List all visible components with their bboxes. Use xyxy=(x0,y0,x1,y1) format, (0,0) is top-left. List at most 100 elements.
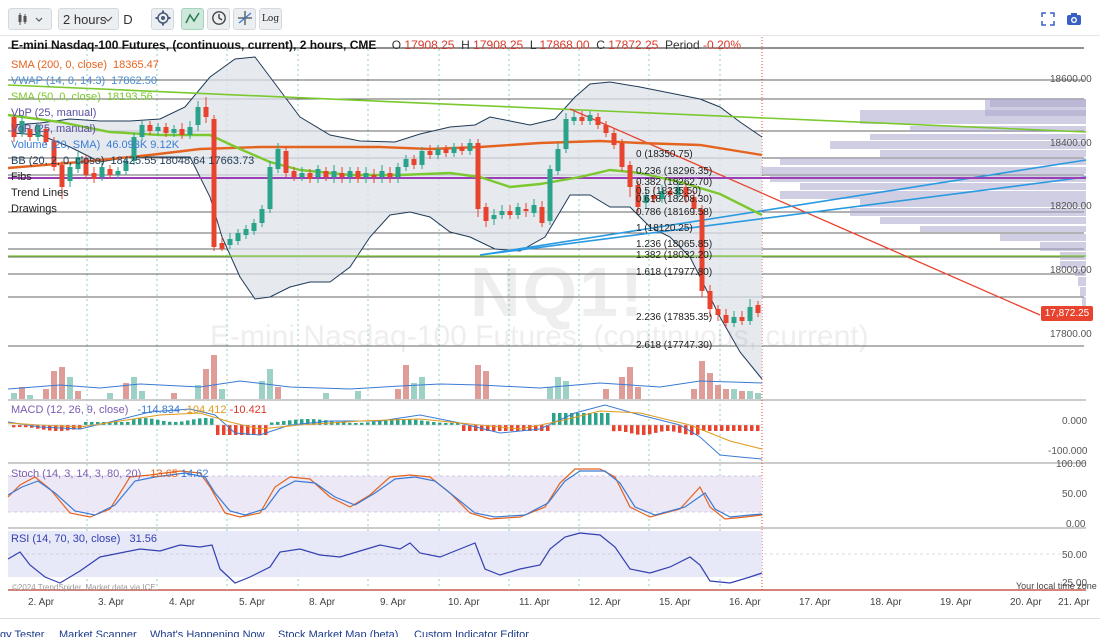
candle-body xyxy=(499,211,505,215)
tab-stock-market-map[interactable]: Stock Market Map (beta) xyxy=(278,629,399,637)
volume-profile-bar xyxy=(1060,261,1086,268)
candle-body xyxy=(339,173,345,177)
candle-body xyxy=(219,243,225,249)
time-axis-label: 3. Apr xyxy=(98,597,125,608)
chart-area[interactable]: E-mini Nasdaq-100 Futures, (continuous, … xyxy=(0,37,1100,617)
macd-histogram-bar xyxy=(672,425,676,432)
time-axis-label: 9. Apr xyxy=(380,597,407,608)
fullscreen-icon xyxy=(1041,12,1055,30)
fib-level-label: 0.786 (18169.58) xyxy=(636,207,713,218)
macd-histogram-bar xyxy=(282,421,286,425)
macd-histogram-bar xyxy=(258,425,262,435)
candle-body xyxy=(523,209,529,211)
chart-type-selector[interactable] xyxy=(8,8,52,30)
chart-canvas[interactable] xyxy=(0,37,1100,617)
volume-bar xyxy=(11,393,17,399)
drawing-button[interactable] xyxy=(233,8,256,30)
candle-body xyxy=(35,125,41,137)
candle-body xyxy=(563,119,569,149)
legend-item[interactable]: Drawings xyxy=(11,203,57,215)
candle-body xyxy=(315,169,321,177)
legend-item[interactable]: Volume (20, SMA) 46.093K 9.12K xyxy=(11,139,180,151)
time-axis-label: 16. Apr xyxy=(729,597,761,608)
settings-button[interactable] xyxy=(151,8,174,30)
macd-histogram-bar xyxy=(414,419,418,425)
volume-bar xyxy=(603,389,609,399)
trend-line-green xyxy=(7,84,1087,133)
macd-histogram-bar xyxy=(648,425,652,435)
macd-histogram-bar xyxy=(660,425,664,432)
indicators-button[interactable] xyxy=(181,8,204,30)
tab-market-scanner[interactable]: Market Scanner xyxy=(59,629,137,637)
volume-profile-bar xyxy=(860,110,1086,124)
candle-body xyxy=(195,107,201,125)
time-axis-label: 19. Apr xyxy=(940,597,972,608)
candle-body xyxy=(291,171,297,177)
macd-histogram-bar xyxy=(342,422,346,425)
tab-whats-happening[interactable]: What's Happening Now xyxy=(150,629,265,637)
candle-body xyxy=(107,169,113,175)
macd-histogram-bar xyxy=(336,421,340,425)
candle-body xyxy=(179,129,185,135)
macd-histogram-bar xyxy=(750,425,754,431)
candle-body xyxy=(275,149,281,169)
macd-histogram-bar xyxy=(492,425,496,431)
macd-histogram-bar xyxy=(444,422,448,425)
legend-item[interactable]: BB (20, 2, 0, close) 18425.55 18048.64 17… xyxy=(11,155,255,167)
sma50-line xyxy=(7,113,763,217)
candle-body xyxy=(691,197,697,209)
legend-item[interactable]: VoP (25, manual) xyxy=(11,123,96,135)
time-axis-label: 11. Apr xyxy=(519,597,550,608)
candle-body xyxy=(51,141,57,167)
macd-histogram-bar xyxy=(354,422,358,425)
candle-body xyxy=(379,171,385,177)
volume-bar xyxy=(627,367,633,399)
volume-bar xyxy=(59,367,65,399)
candle-body xyxy=(235,233,241,241)
candle-body xyxy=(147,125,153,131)
legend-item[interactable]: Trend Lines xyxy=(11,187,69,199)
macd-histogram-bar xyxy=(210,418,214,425)
time-axis-label: 2. Apr xyxy=(28,597,55,608)
macd-histogram-bar xyxy=(234,425,238,435)
macd-histogram-bar xyxy=(90,422,94,425)
macd-histogram-bar xyxy=(726,425,730,431)
candle-body xyxy=(115,171,121,175)
candle-body xyxy=(419,151,425,165)
macd-histogram-bar xyxy=(108,422,112,425)
chart-toolbar: 2 hours D Log xyxy=(0,0,1100,36)
candle-body xyxy=(131,137,137,161)
timezone-label[interactable]: Your local time zone xyxy=(1016,581,1097,591)
macd-histogram-bar xyxy=(306,419,310,425)
candle-body xyxy=(427,151,433,155)
tab-strategy-tester[interactable]: gy Tester xyxy=(0,629,45,637)
candle-body xyxy=(251,223,257,231)
legend-item[interactable]: SMA (50, 0, close) 18193.56 xyxy=(11,91,153,103)
fullscreen-button[interactable] xyxy=(1041,12,1055,31)
camera-icon xyxy=(1066,13,1082,30)
time-button[interactable] xyxy=(207,8,230,30)
screenshot-button[interactable] xyxy=(1066,12,1082,31)
volume-profile-bar xyxy=(830,141,1086,149)
legend-item[interactable]: VWAP (14, 0, 14.3) 17862.50 xyxy=(11,75,158,87)
macd-histogram-bar xyxy=(12,425,16,428)
time-axis-label: 21. Apr xyxy=(1058,597,1090,608)
fib-level-label: 0 (18350.75) xyxy=(636,149,693,160)
candle-body xyxy=(171,129,177,133)
interval-selector[interactable]: 2 hours xyxy=(58,8,119,30)
legend-item[interactable]: Fibs xyxy=(11,171,32,183)
candle-body xyxy=(443,149,449,153)
bottom-tab-bar: gy Tester Market Scanner What's Happenin… xyxy=(0,618,1100,637)
legend-item[interactable]: VbP (25, manual) xyxy=(11,107,97,119)
legend-item[interactable]: SMA (200, 0, close) 18365.47 xyxy=(11,59,159,71)
macd-histogram-bar xyxy=(402,419,406,425)
time-axis-label: 12. Apr xyxy=(589,597,621,608)
log-scale-button[interactable]: Log xyxy=(259,8,282,30)
macd-histogram-bar xyxy=(720,425,724,431)
fib-level-label: 0.5 (18235.50) xyxy=(636,186,702,197)
tab-custom-indicator-editor[interactable]: Custom Indicator Editor xyxy=(414,629,529,637)
volume-profile-bar xyxy=(1075,269,1086,276)
volume-profile-bar xyxy=(1040,242,1086,251)
daily-button[interactable]: D xyxy=(123,11,133,27)
candle-body xyxy=(363,173,369,177)
